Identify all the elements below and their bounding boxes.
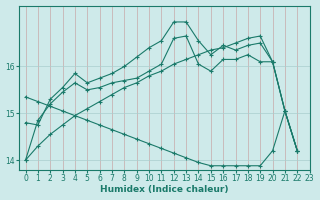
- X-axis label: Humidex (Indice chaleur): Humidex (Indice chaleur): [100, 185, 229, 194]
